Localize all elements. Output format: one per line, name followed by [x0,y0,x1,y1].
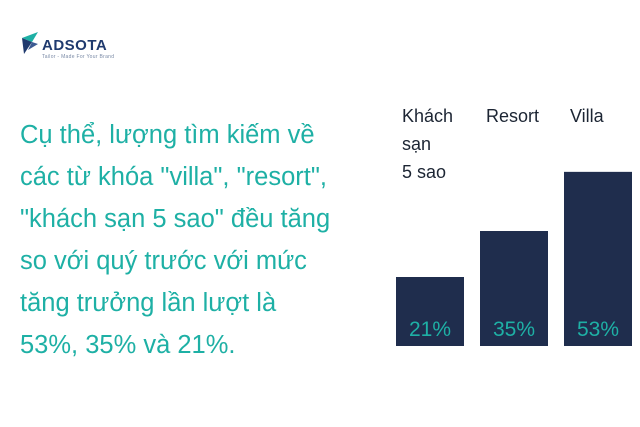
bar-category-label: Khách [402,106,453,126]
description-line: "khách sạn 5 sao" đều tăng [20,205,331,233]
bar-0 [396,277,464,346]
bar-category-label: sạn [402,134,431,154]
description-line: các từ khóa "villa", "resort", [20,163,327,191]
logo-tagline: Tailor - Made For Your Brand [42,54,115,60]
description-line: 53%, 35% và 21%. [20,331,236,359]
brand-logo: ADSOTA Tailor - Made For Your Brand [20,30,114,60]
logo-name: ADSOTA [42,37,108,54]
bar-category-label: Resort [486,106,539,126]
bar-value-label: 53% [577,318,619,341]
bar-category-label: Villa [570,106,605,126]
bar-2 [564,171,632,346]
bar-category-label: 5 sao [402,162,446,182]
bar-value-label: 35% [493,318,535,341]
logo-wing-icon [22,32,38,54]
description-line: tăng trưởng lần lượt là [20,289,277,317]
description-line: so với quý trước với mức [20,247,307,275]
bar-value-label: 21% [409,318,451,341]
description-line: Cụ thể, lượng tìm kiếm về [20,121,315,149]
description-text: Cụ thể, lượng tìm kiếm về các từ khóa "v… [20,114,370,366]
bar-1 [480,231,548,346]
growth-bar-chart: 21% Khách sạn 5 sao 35% Resort 53% Villa [396,90,632,346]
